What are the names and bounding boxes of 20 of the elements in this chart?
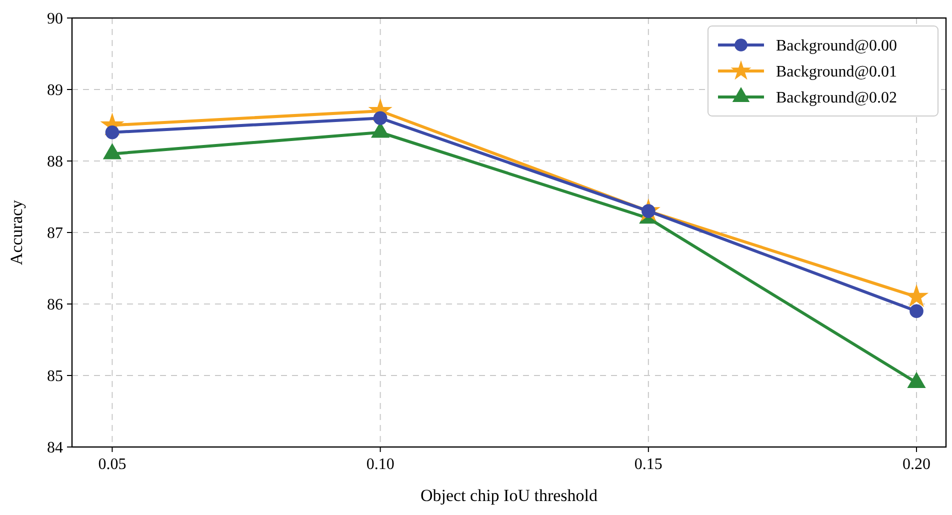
- y-tick-label: 86: [47, 296, 63, 314]
- y-axis-title: Accuracy: [7, 199, 26, 266]
- point: [373, 111, 388, 125]
- x-tick-label: 0.20: [902, 456, 931, 473]
- legend-label: Background@0.01: [776, 64, 897, 81]
- x-tick-label: 0.05: [98, 456, 126, 473]
- y-tick-label: 85: [47, 368, 63, 386]
- legend-label: Background@0.00: [776, 38, 897, 55]
- x-tick-label: 0.15: [634, 456, 662, 473]
- x-axis-title: Object chip IoU threshold: [420, 486, 598, 505]
- y-tick-label: 89: [47, 82, 63, 100]
- point: [105, 126, 120, 140]
- point: [907, 372, 926, 388]
- y-tick-label: 88: [47, 154, 63, 171]
- y-tick-label: 84: [47, 440, 63, 457]
- legend-label: Background@0.02: [776, 90, 897, 107]
- x-tick-label: 0.10: [366, 456, 394, 473]
- y-tick-label: 87: [47, 225, 63, 242]
- y-tick-label: 90: [47, 10, 63, 28]
- point: [102, 143, 122, 160]
